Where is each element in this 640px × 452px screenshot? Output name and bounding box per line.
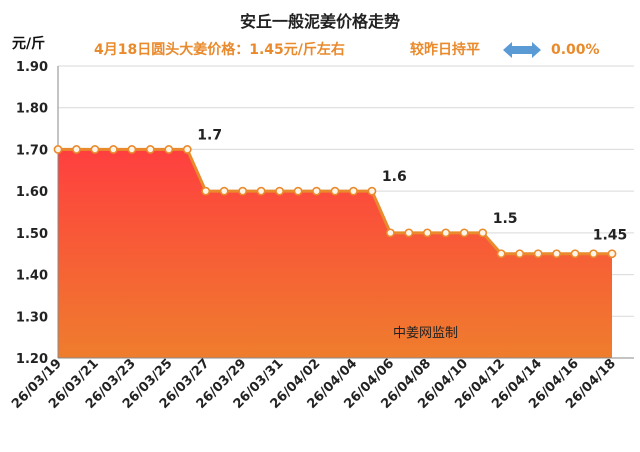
data-point xyxy=(164,145,174,154)
y-tick-label: 1.50 xyxy=(16,227,48,242)
data-point xyxy=(459,228,469,238)
data-point xyxy=(496,249,506,259)
data-point xyxy=(349,186,358,196)
y-tick-label: 1.90 xyxy=(16,60,48,75)
data-label: 1.6 xyxy=(382,169,407,185)
data-label: 1.7 xyxy=(197,127,222,143)
data-point xyxy=(90,145,100,154)
data-point xyxy=(256,186,266,196)
data-point xyxy=(72,145,81,154)
compare-text: 较昨日持平 xyxy=(410,42,480,58)
double-arrow-icon xyxy=(503,41,541,63)
data-point xyxy=(312,186,321,196)
y-axis-unit: 元/斤 xyxy=(12,36,46,52)
data-point xyxy=(422,228,432,238)
price-summary: 4月18日圆头大姜价格：1.45元/斤左右 xyxy=(94,42,345,58)
data-point xyxy=(109,145,118,154)
data-point xyxy=(570,249,580,259)
change-value: 0.00% xyxy=(551,42,600,58)
data-label: 1.45 xyxy=(593,228,628,244)
data-point xyxy=(219,186,229,196)
y-tick-label: 1.40 xyxy=(16,269,48,284)
data-point xyxy=(182,145,192,154)
data-point xyxy=(478,228,488,238)
data-point xyxy=(293,186,303,196)
data-point xyxy=(201,186,211,196)
y-tick-label: 1.70 xyxy=(16,143,48,158)
data-point xyxy=(330,186,340,196)
data-point xyxy=(404,228,414,238)
data-point xyxy=(53,145,63,154)
data-point xyxy=(441,228,451,238)
data-point xyxy=(552,249,561,259)
data-label: 1.5 xyxy=(493,211,518,227)
data-point xyxy=(607,249,617,259)
data-point xyxy=(533,249,543,259)
data-point xyxy=(145,145,155,154)
data-point xyxy=(589,249,598,259)
data-point xyxy=(238,186,248,196)
y-tick-label: 1.30 xyxy=(16,310,48,325)
data-point xyxy=(127,145,137,154)
price-area xyxy=(58,149,612,358)
y-tick-label: 1.20 xyxy=(16,352,48,367)
chart-title: 安丘一般泥姜价格走势 xyxy=(239,12,400,31)
data-point xyxy=(367,186,377,196)
data-point xyxy=(515,249,525,259)
data-point xyxy=(275,186,284,196)
y-tick-label: 1.80 xyxy=(16,102,48,117)
data-point xyxy=(385,228,395,238)
watermark: 中姜网监制 xyxy=(393,326,458,341)
y-tick-label: 1.60 xyxy=(16,185,48,200)
